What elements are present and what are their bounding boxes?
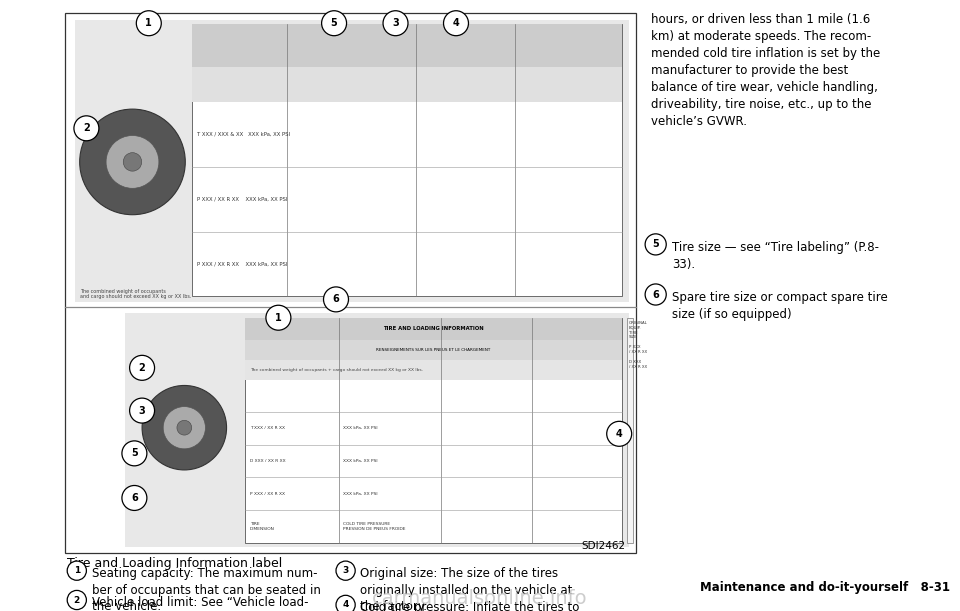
Text: hours, or driven less than 1 mile (1.6
km) at moderate speeds. The recom-
mended: hours, or driven less than 1 mile (1.6 k… <box>651 13 880 128</box>
Ellipse shape <box>74 116 99 141</box>
Ellipse shape <box>142 386 227 470</box>
Text: 1: 1 <box>74 566 80 575</box>
Text: Original size: The size of the tires
originally installed on the vehicle at
the : Original size: The size of the tires ori… <box>360 567 572 611</box>
Bar <box>245 318 622 543</box>
Text: Seating capacity: The maximum num-
ber of occupants that can be seated in
the ve: Seating capacity: The maximum num- ber o… <box>92 567 321 611</box>
Text: Maintenance and do-it-yourself   8-31: Maintenance and do-it-yourself 8-31 <box>701 581 950 594</box>
Bar <box>245 318 622 340</box>
Ellipse shape <box>444 11 468 35</box>
Text: 4: 4 <box>343 601 348 609</box>
Bar <box>192 24 622 67</box>
Ellipse shape <box>645 284 666 305</box>
Text: 5: 5 <box>131 448 138 458</box>
Text: 2: 2 <box>138 363 146 373</box>
Bar <box>192 67 622 102</box>
Text: SDI2462: SDI2462 <box>582 541 626 551</box>
Text: XXX kPa, XX PSI: XXX kPa, XX PSI <box>343 426 377 431</box>
Ellipse shape <box>383 11 408 35</box>
Text: Cold tire pressure: Inflate the tires to
this pressure when the tires are cold.
: Cold tire pressure: Inflate the tires to… <box>360 601 587 611</box>
Bar <box>125 313 629 547</box>
Ellipse shape <box>266 306 291 330</box>
Text: P XXX / XX R XX    XXX kPa, XX PSI: P XXX / XX R XX XXX kPa, XX PSI <box>197 197 287 202</box>
Text: XXX kPa, XX PSI: XXX kPa, XX PSI <box>343 492 377 496</box>
Ellipse shape <box>136 11 161 35</box>
Bar <box>245 360 622 379</box>
Text: TIRE
DIMENSION: TIRE DIMENSION <box>250 522 275 530</box>
Ellipse shape <box>336 595 355 611</box>
Ellipse shape <box>322 11 347 35</box>
Text: 2: 2 <box>83 123 90 133</box>
Ellipse shape <box>67 561 86 580</box>
Text: The combined weight of occupants
and cargo should not exceed XX kg or XX lbs.: The combined weight of occupants and car… <box>80 288 191 299</box>
Text: T XXX / XXX & XX   XXX kPa, XX PSI: T XXX / XXX & XX XXX kPa, XX PSI <box>197 132 290 137</box>
Ellipse shape <box>645 234 666 255</box>
Text: 3: 3 <box>343 566 348 575</box>
Ellipse shape <box>177 420 192 435</box>
Text: TIRE AND LOADING INFORMATION: TIRE AND LOADING INFORMATION <box>383 326 484 331</box>
Text: 6: 6 <box>131 493 138 503</box>
Text: 4: 4 <box>452 18 460 28</box>
Text: Spare tire size or compact spare tire
size (if so equipped): Spare tire size or compact spare tire si… <box>672 291 888 321</box>
Ellipse shape <box>336 561 355 580</box>
Text: D XXX / XX R XX: D XXX / XX R XX <box>250 459 285 463</box>
Bar <box>245 340 622 360</box>
Text: T XXX / XX R XX: T XXX / XX R XX <box>250 426 284 431</box>
Text: Tire size — see “Tire labeling” (P.8-
33).: Tire size — see “Tire labeling” (P.8- 33… <box>672 241 879 271</box>
Ellipse shape <box>80 109 185 214</box>
Text: 3: 3 <box>392 18 399 28</box>
Ellipse shape <box>123 153 142 171</box>
Text: XXX kPa, XX PSI: XXX kPa, XX PSI <box>343 459 377 463</box>
Text: Vehicle load limit: See “Vehicle load-
ing information” (P.9-18).: Vehicle load limit: See “Vehicle load- i… <box>92 596 309 611</box>
Ellipse shape <box>130 356 155 380</box>
Text: 6: 6 <box>652 290 660 299</box>
Ellipse shape <box>122 486 147 510</box>
Text: 5: 5 <box>652 240 660 249</box>
Text: The combined weight of occupants + cargo should not exceed XX kg or XX lbs.: The combined weight of occupants + cargo… <box>250 368 422 371</box>
Bar <box>75 20 629 302</box>
Ellipse shape <box>607 422 632 446</box>
Text: 3: 3 <box>138 406 146 415</box>
Bar <box>627 318 633 543</box>
Text: 1: 1 <box>275 313 282 323</box>
Bar <box>192 24 622 296</box>
Text: P XXX / XX R XX: P XXX / XX R XX <box>250 492 284 496</box>
Ellipse shape <box>107 136 159 188</box>
Text: COLD TIRE PRESSURE
PRESSION DE PNEUS FROIDE: COLD TIRE PRESSURE PRESSION DE PNEUS FRO… <box>343 522 405 530</box>
Ellipse shape <box>324 287 348 312</box>
Ellipse shape <box>67 590 86 610</box>
Ellipse shape <box>122 441 147 466</box>
Text: 5: 5 <box>330 18 338 28</box>
Text: Tire and Loading Information label: Tire and Loading Information label <box>67 557 282 570</box>
Bar <box>65 13 636 553</box>
Ellipse shape <box>130 398 155 423</box>
Text: RENSEIGNEMENTS SUR LES PNEUS ET LE CHARGEMENT: RENSEIGNEMENTS SUR LES PNEUS ET LE CHARG… <box>376 348 491 353</box>
Text: 2: 2 <box>74 596 80 604</box>
Text: carmanualsonline.info: carmanualsonline.info <box>372 589 588 608</box>
Ellipse shape <box>163 406 205 449</box>
Text: P XXX / XX R XX    XXX kPa, XX PSI: P XXX / XX R XX XXX kPa, XX PSI <box>197 262 287 266</box>
Text: 1: 1 <box>145 18 153 28</box>
Text: 4: 4 <box>615 429 623 439</box>
Text: 6: 6 <box>332 295 340 304</box>
Text: ORIGINAL
EQUIP.
TIRE
SIZE

P XXX
/ XX R XX

D XXX
/ XX R XX: ORIGINAL EQUIP. TIRE SIZE P XXX / XX R X… <box>629 321 648 369</box>
